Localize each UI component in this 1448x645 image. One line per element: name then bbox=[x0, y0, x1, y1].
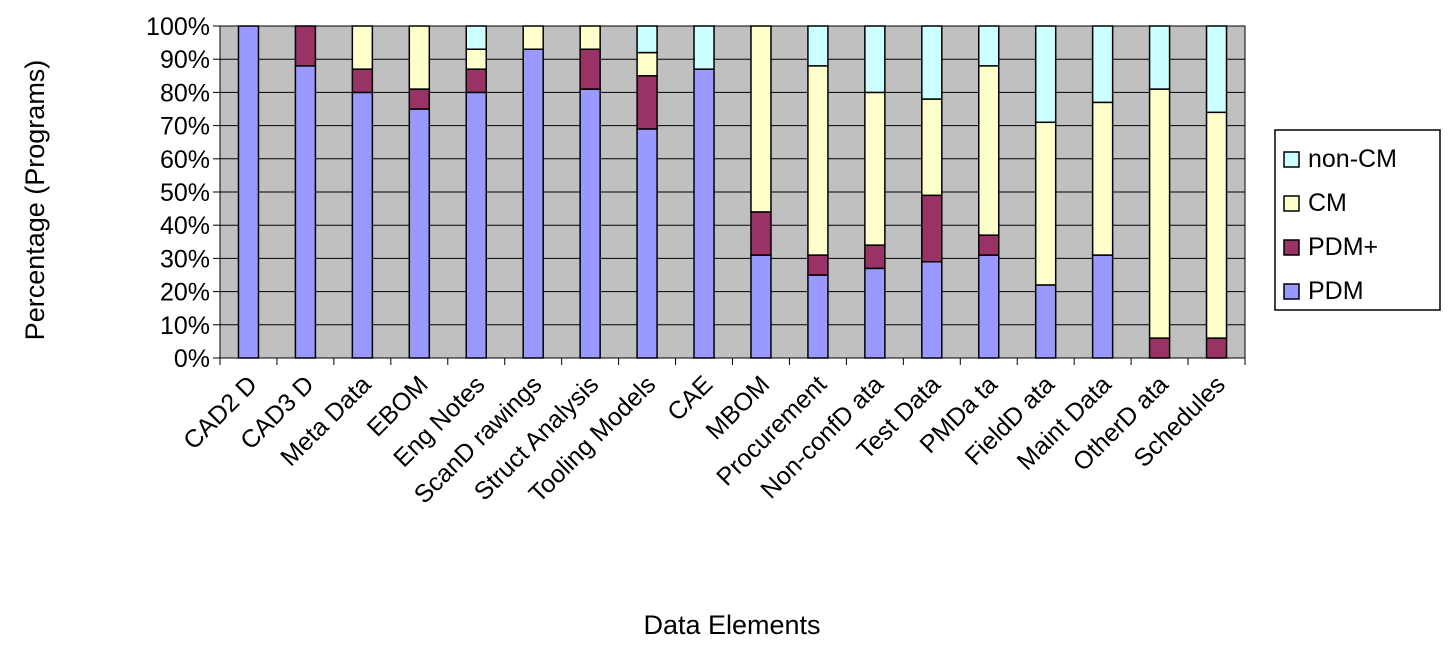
bar-segment-pdm bbox=[750, 211, 772, 256]
y-axis: 0% 10% 20% 30% 40% 50% 60% 70% 80% 90% 100% bbox=[146, 13, 221, 373]
y-tick-label: 0% bbox=[174, 345, 210, 373]
legend-swatch bbox=[1283, 151, 1300, 168]
y-tick-label: 30% bbox=[160, 245, 210, 273]
bar-segment-pdm bbox=[579, 88, 601, 359]
bar-segment-cm bbox=[921, 98, 943, 197]
bar-segment-pdm bbox=[408, 108, 431, 359]
y-tick-label: 90% bbox=[160, 46, 210, 74]
bar-segment-cm bbox=[579, 25, 601, 50]
bar-segment-cm bbox=[1205, 111, 1228, 339]
bar-segment-non-cm bbox=[1034, 25, 1057, 124]
legend-label: CM bbox=[1308, 189, 1347, 217]
bar-segment-pdm bbox=[693, 68, 715, 359]
bar-segment-pdm bbox=[807, 254, 829, 276]
legend-label: non-CM bbox=[1308, 145, 1397, 173]
bar-segment-pdm bbox=[294, 25, 317, 67]
bar-segment-pdm bbox=[750, 254, 772, 359]
bar-segment-non-cm bbox=[636, 25, 658, 54]
bar-segment-pdm bbox=[465, 91, 487, 359]
bar-segment-non-cm bbox=[864, 25, 886, 94]
y-tick-label: 70% bbox=[160, 113, 210, 141]
bar-segment-cm bbox=[1034, 121, 1057, 286]
bar-segment-cm bbox=[1148, 88, 1171, 339]
bar-segment-cm bbox=[750, 25, 772, 213]
bar-segment-cm bbox=[864, 91, 886, 246]
bar-segment-non-cm bbox=[1148, 25, 1171, 90]
bar-segment-pdm bbox=[921, 260, 943, 359]
bar-segment-non-cm bbox=[1091, 25, 1114, 104]
bar-segment-pdm bbox=[921, 194, 943, 263]
grid-lines bbox=[220, 58, 1245, 326]
bar-segment-non-cm bbox=[921, 25, 943, 100]
bar-segment-cm bbox=[636, 51, 658, 77]
bar-segment-pdm bbox=[408, 88, 431, 110]
bar-segment-cm bbox=[978, 65, 1000, 236]
y-tick-label: 10% bbox=[160, 312, 210, 340]
bar-segment-pdm bbox=[522, 48, 544, 359]
legend-label: PDM bbox=[1308, 277, 1364, 305]
y-tick-label: 80% bbox=[160, 79, 210, 107]
bar-segment-pdm bbox=[294, 65, 317, 359]
bar-segment-pdm bbox=[465, 68, 487, 94]
y-tick-label: 20% bbox=[160, 279, 210, 307]
bar-segment-pdm bbox=[864, 244, 886, 270]
bar-segment-non-cm bbox=[807, 25, 829, 67]
bar-segment-pdm bbox=[636, 75, 658, 130]
bar-segment-pdm bbox=[1148, 337, 1171, 359]
bar-segment-pdm bbox=[636, 128, 658, 359]
bar-segment-pdm bbox=[351, 68, 374, 94]
y-tick-label: 60% bbox=[160, 146, 210, 174]
bar-segment-pdm bbox=[978, 254, 1000, 359]
bar-segment-non-cm bbox=[1205, 25, 1228, 114]
bar-segment-cm bbox=[408, 25, 431, 90]
y-axis-title: Percentage (Programs) bbox=[20, 60, 50, 341]
bar-segment-cm bbox=[522, 25, 544, 50]
bars bbox=[237, 25, 1228, 359]
bar-segment-pdm bbox=[1091, 254, 1114, 359]
bar-segment-pdm bbox=[807, 274, 829, 359]
y-tick-label: 50% bbox=[160, 179, 210, 207]
y-tick-label: 100% bbox=[146, 13, 210, 41]
bar-segment-cm bbox=[807, 65, 829, 256]
legend: non-CM CM PDM+ PDM bbox=[1274, 129, 1441, 311]
bar-segment-non-cm bbox=[978, 25, 1000, 67]
bar-segment-pdm bbox=[351, 91, 374, 359]
bar-segment-cm bbox=[1091, 101, 1114, 256]
bar-segment-non-cm bbox=[465, 25, 487, 50]
x-axis-title: Data Elements bbox=[643, 610, 820, 640]
bar-segment-pdm bbox=[864, 267, 886, 359]
legend-swatch bbox=[1283, 239, 1300, 256]
legend-box bbox=[1274, 129, 1441, 311]
bar-segment-pdm bbox=[1034, 284, 1057, 359]
legend-swatch bbox=[1283, 195, 1300, 212]
legend-label: PDM+ bbox=[1308, 233, 1378, 261]
bar-segment-non-cm bbox=[693, 25, 715, 70]
legend-swatch bbox=[1283, 283, 1300, 300]
bar-segment-cm bbox=[351, 25, 374, 70]
bar-segment-pdm bbox=[237, 25, 260, 359]
bar-segment-cm bbox=[465, 48, 487, 70]
y-tick-label: 40% bbox=[160, 212, 210, 240]
bar-segment-pdm bbox=[978, 234, 1000, 256]
bar-segment-pdm bbox=[1205, 337, 1228, 359]
bar-segment-pdm bbox=[579, 48, 601, 90]
